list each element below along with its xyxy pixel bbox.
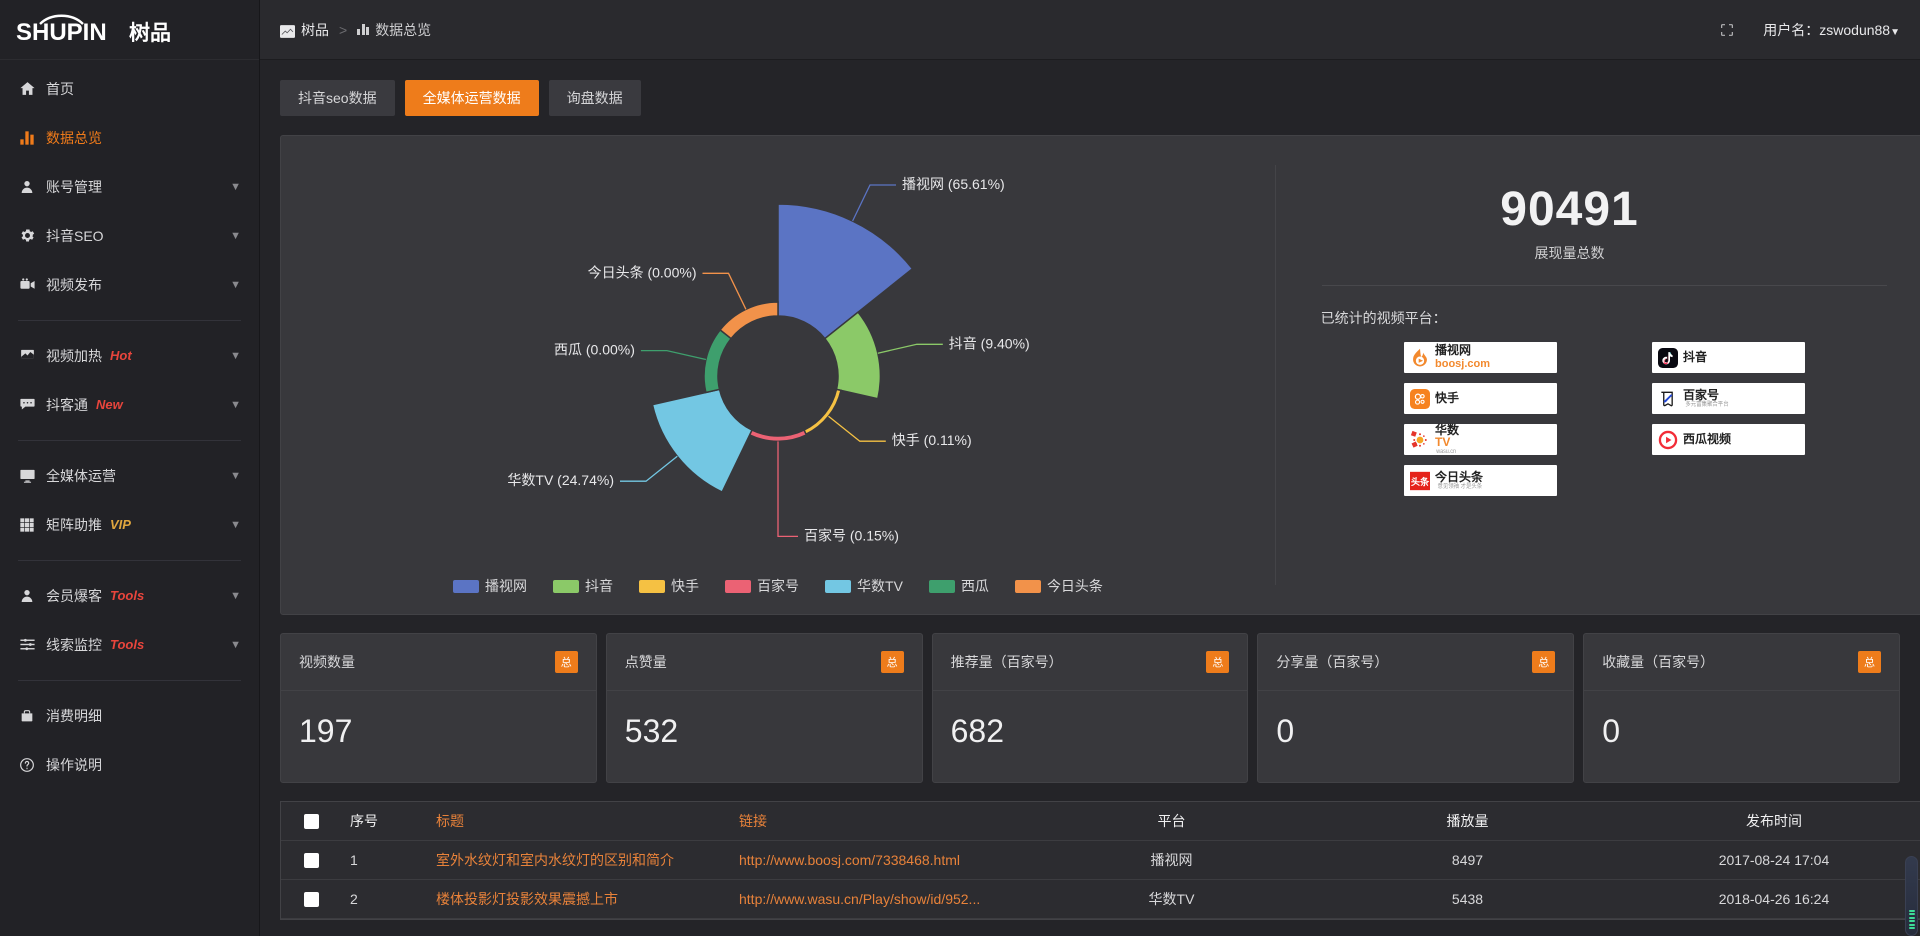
svg-text:抖音 (9.40%): 抖音 (9.40%) [949, 335, 1030, 351]
svg-text:树品: 树品 [129, 21, 171, 45]
svg-text:播视网 (65.61%): 播视网 (65.61%) [902, 176, 1005, 192]
svg-text:头条: 头条 [1411, 476, 1430, 487]
svg-text:SHUPIN: SHUPIN [16, 19, 107, 46]
svg-text:西瓜 (0.00%): 西瓜 (0.00%) [554, 342, 635, 358]
svg-text:华数TV (24.74%): 华数TV (24.74%) [507, 472, 614, 488]
svg-text:今日头条 (0.00%): 今日头条 (0.00%) [588, 264, 697, 280]
svg-text:快手 (0.11%): 快手 (0.11%) [892, 432, 972, 448]
svg-text:百家号 (0.15%): 百家号 (0.15%) [804, 527, 899, 543]
